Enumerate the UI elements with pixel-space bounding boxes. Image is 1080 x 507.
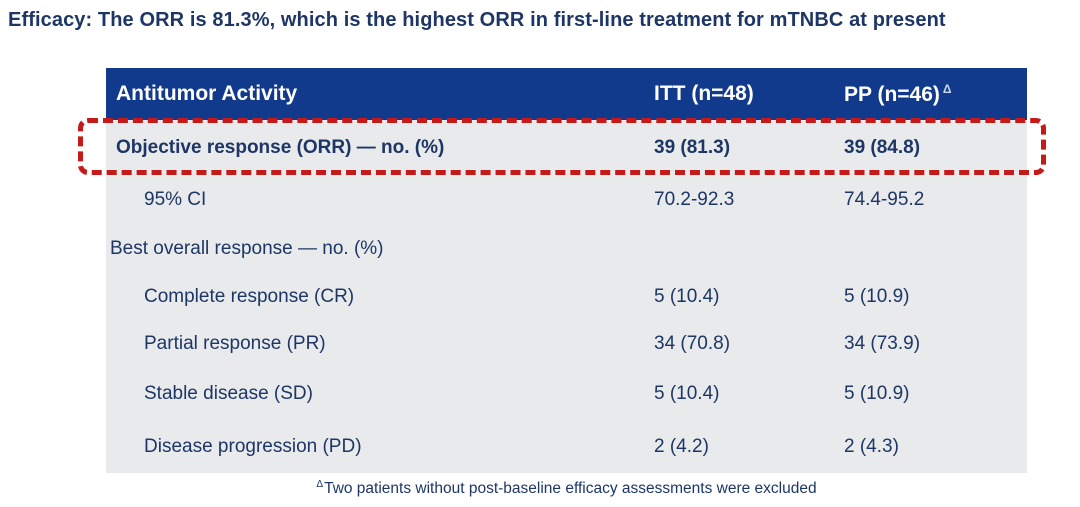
- itt-value: 5 (10.4): [654, 285, 720, 307]
- itt-value: 39 (81.3): [654, 136, 731, 158]
- row-label: Stable disease (SD): [144, 383, 313, 404]
- header-pp: PP (n=46) Δ: [844, 82, 1027, 107]
- table-row-sd: Stable disease (SD) 5 (10.4) 5 (10.9): [106, 368, 1027, 420]
- table-row-pd: Disease progression (PD) 2 (4.2) 2 (4.3): [106, 420, 1027, 473]
- delta-superscript: Δ: [942, 81, 952, 96]
- row-label: Complete response (CR): [144, 285, 355, 307]
- table-row-pr: Partial response (PR) 34 (70.8) 34 (73.9…: [106, 320, 1027, 368]
- header-pp-label: PP (n=46): [844, 82, 940, 106]
- footnote: ΔTwo patients without post-baseline effi…: [106, 479, 1027, 498]
- slide-title: Efficacy: The ORR is 81.3%, which is the…: [8, 9, 946, 31]
- table-row-best-overall: Best overall response — no. (%): [106, 225, 1027, 273]
- row-label: 95% CI: [144, 189, 207, 210]
- table-header-row: Antitumor Activity ITT (n=48) PP (n=46) Δ: [106, 68, 1027, 120]
- pp-value: 5 (10.9): [844, 383, 910, 404]
- table-row-ci: 95% CI 70.2-92.3 74.4-95.2: [106, 175, 1027, 225]
- pp-value: 74.4-95.2: [844, 189, 925, 210]
- header-antitumor-activity: Antitumor Activity: [116, 82, 298, 105]
- footnote-text: Two patients without post-baseline effic…: [324, 480, 817, 498]
- table-row-orr: Objective response (ORR) — no. (%) 39 (8…: [106, 120, 1027, 175]
- pp-value: 5 (10.9): [844, 285, 910, 307]
- pp-value: 2 (4.3): [844, 435, 899, 457]
- header-itt: ITT (n=48): [654, 82, 754, 105]
- pp-value: 39 (84.8): [844, 136, 921, 158]
- row-label: Partial response (PR): [144, 333, 326, 354]
- pp-value: 34 (73.9): [844, 333, 921, 354]
- itt-value: 5 (10.4): [654, 383, 720, 404]
- row-label: Objective response (ORR) — no. (%): [116, 136, 445, 158]
- itt-value: 34 (70.8): [654, 333, 731, 354]
- itt-value: 2 (4.2): [654, 435, 709, 457]
- efficacy-table: Antitumor Activity ITT (n=48) PP (n=46) Δ…: [106, 68, 1027, 473]
- itt-value: 70.2-92.3: [654, 189, 735, 210]
- row-label: Best overall response — no. (%): [110, 238, 384, 259]
- table-row-cr: Complete response (CR) 5 (10.4) 5 (10.9): [106, 273, 1027, 320]
- footnote-delta-superscript: Δ: [316, 479, 324, 490]
- row-label: Disease progression (PD): [144, 435, 362, 457]
